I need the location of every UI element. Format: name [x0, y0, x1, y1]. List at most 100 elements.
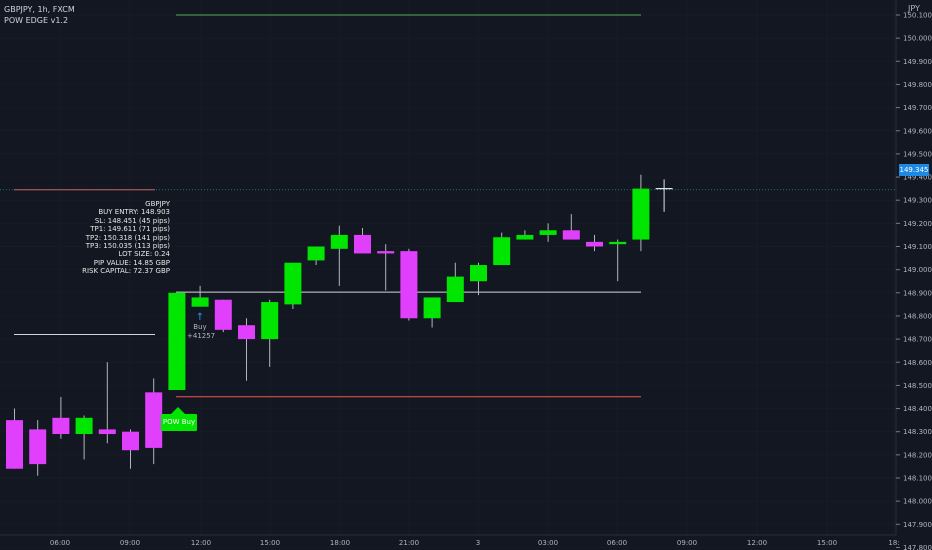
candle[interactable]	[470, 262, 487, 296]
buy-quantity: +41257	[187, 332, 216, 340]
price-tick-label: 149.600	[903, 127, 932, 135]
price-tick-label: 148.300	[903, 428, 932, 436]
candle[interactable]	[29, 420, 47, 476]
candle-body	[377, 251, 395, 254]
candle-body	[307, 246, 325, 261]
arrow-up-icon: ↑	[195, 312, 205, 323]
candle-body	[423, 297, 441, 319]
candle-body	[400, 251, 418, 319]
candle-body	[586, 241, 603, 247]
candle-body	[145, 392, 163, 448]
info-line: RISK CAPITAL: 72.37 GBP	[82, 267, 170, 276]
info-line: BUY ENTRY: 148.903	[98, 208, 170, 217]
candle-body	[446, 276, 464, 303]
price-tick-label: 148.500	[903, 382, 932, 390]
info-line: TP1: 149.611 (71 pips)	[90, 225, 170, 234]
time-tick-label: 12:00	[747, 539, 767, 547]
candle[interactable]	[655, 179, 673, 212]
symbol-title[interactable]: GBPJPY, 1h, FXCM	[4, 5, 75, 14]
candle[interactable]	[6, 408, 23, 469]
price-tick-label: 148.900	[903, 289, 932, 297]
price-tick-label: 149.900	[903, 58, 932, 66]
candle-body	[98, 429, 116, 435]
candle[interactable]	[354, 227, 371, 254]
candle-body	[609, 241, 627, 245]
candle[interactable]	[423, 297, 441, 328]
candle[interactable]	[632, 174, 650, 252]
time-axis[interactable]: 06:00 09:00 12:00 15:00 18:00 21:00 3 03:00 06:0…	[50, 539, 900, 547]
candle[interactable]	[214, 299, 232, 333]
candle[interactable]	[516, 230, 534, 240]
candle[interactable]	[539, 223, 557, 242]
candle[interactable]	[52, 396, 70, 439]
price-tick-label: 149.400	[903, 174, 932, 182]
indicator-title[interactable]: POW EDGE v1.2	[4, 16, 69, 25]
candle[interactable]	[400, 248, 418, 321]
candle-body	[539, 230, 557, 235]
candle-body	[29, 429, 47, 465]
candle[interactable]	[377, 244, 395, 291]
time-tick-label: 15:00	[260, 539, 280, 547]
buy-label: Buy	[193, 323, 207, 331]
candle[interactable]	[493, 232, 511, 266]
candle[interactable]	[98, 362, 116, 444]
pow-buy-signal[interactable]: POW Buy	[161, 407, 197, 431]
candle[interactable]	[122, 429, 139, 469]
candle[interactable]	[238, 318, 255, 381]
price-tick-label: 148.000	[903, 498, 932, 506]
candle-body	[214, 299, 232, 330]
time-tick-label: 06:00	[607, 539, 627, 547]
price-tick-label: 149.700	[903, 104, 932, 112]
candle[interactable]	[330, 225, 348, 286]
price-tick-label: 148.800	[903, 312, 932, 320]
price-tick-label: 149.800	[903, 81, 932, 89]
buy-execution-marker[interactable]: ↑ Buy +41257	[187, 312, 216, 341]
time-tick-label: 3	[476, 539, 480, 547]
time-tick-label: 09:00	[677, 539, 697, 547]
candle[interactable]	[75, 415, 93, 460]
candle[interactable]	[168, 292, 186, 391]
candle[interactable]	[609, 239, 627, 282]
currency-unit[interactable]: JPY	[908, 4, 920, 13]
candle[interactable]	[284, 262, 302, 310]
candle-body	[122, 431, 139, 451]
time-tick-label: 18:00	[330, 539, 350, 547]
current-price-tag: 149.345	[899, 164, 929, 176]
price-axis[interactable]: 150.100 149.900 149.700 149.500 149.300 149.1…	[896, 12, 932, 550]
candle[interactable]	[145, 378, 163, 465]
price-tick-label: 148.100	[903, 475, 932, 483]
candle-body	[493, 237, 511, 266]
candle[interactable]	[261, 299, 279, 367]
candle[interactable]	[562, 214, 580, 240]
candle-body	[284, 262, 302, 305]
candle-body	[6, 420, 23, 469]
candle[interactable]	[446, 262, 464, 303]
candle-body	[354, 234, 371, 254]
time-tick-label: 06:00	[50, 539, 70, 547]
candle-body	[261, 302, 279, 340]
time-tick-label: 09:00	[120, 539, 140, 547]
candle-body	[470, 265, 487, 282]
price-tick-label: 149.200	[903, 220, 932, 228]
info-line: PIP VALUE: 14.85 GBP	[93, 258, 170, 267]
info-line: GBPJPY	[145, 200, 170, 208]
price-tick-label: 148.200	[903, 451, 932, 459]
candle[interactable]	[191, 285, 209, 307]
trade-info-box: GBPJPY BUY ENTRY: 148.903 SL: 148.451 (4…	[60, 200, 170, 276]
candle[interactable]	[307, 246, 325, 266]
time-tick-label: 18:	[888, 539, 899, 547]
candle-body	[562, 230, 580, 240]
candle-body	[632, 188, 650, 240]
price-tick-label: 148.600	[903, 359, 932, 367]
time-tick-label: 21:00	[399, 539, 419, 547]
candle-body	[75, 417, 93, 435]
time-tick-label: 12:00	[191, 539, 211, 547]
price-tick-label: 147.900	[903, 521, 932, 529]
info-line: LOT SIZE: 0.24	[118, 250, 170, 259]
chart-grid	[0, 0, 896, 547]
candle-body	[516, 234, 534, 240]
candle[interactable]	[586, 234, 603, 252]
candle-body	[52, 417, 70, 435]
price-tick-label: 147.800	[903, 544, 932, 550]
